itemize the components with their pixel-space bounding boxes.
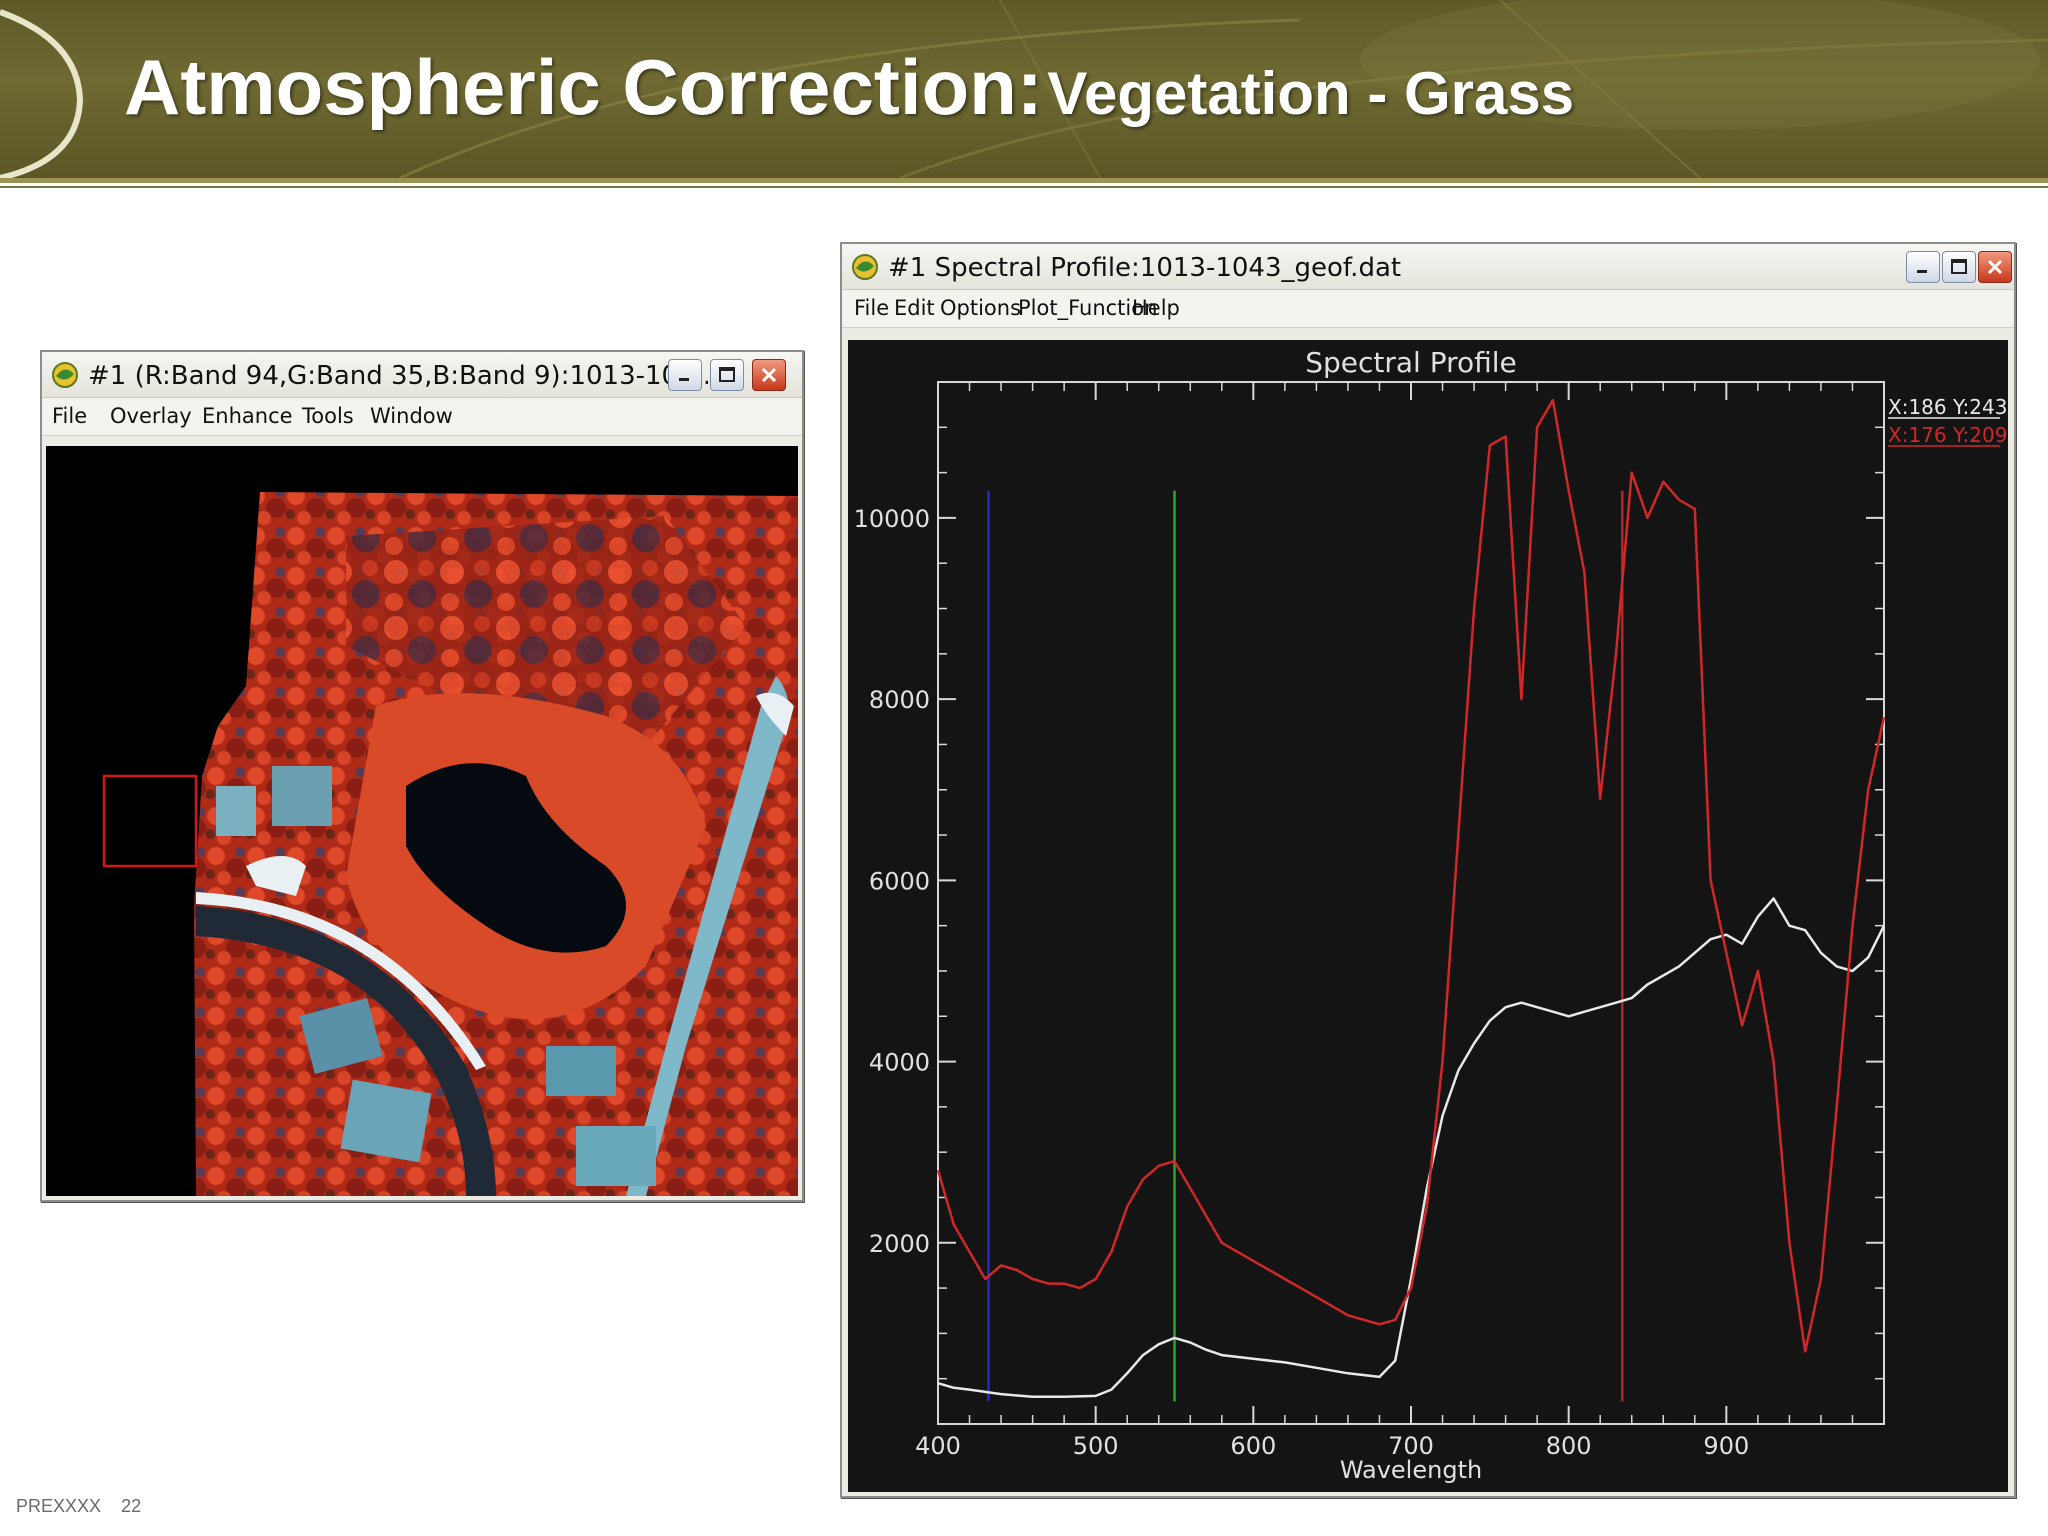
x-axis-label: Wavelength [1340, 1456, 1482, 1484]
menu-options[interactable]: Options [940, 296, 1022, 320]
slide-footer: PREXXXX 22 [16, 1496, 141, 1517]
close-icon [761, 367, 777, 383]
y-tick-label-6000: 6000 [869, 867, 930, 895]
close-button[interactable] [1978, 251, 2012, 283]
close-button[interactable] [752, 359, 786, 391]
maximize-button[interactable] [1942, 251, 1976, 283]
window-title: #1 Spectral Profile:1013-1043_geof.dat [888, 253, 1402, 283]
y-tick-label-8000: 8000 [869, 686, 930, 714]
window-title: #1 (R:Band 94,G:Band 35,B:Band 9):1013-1… [88, 361, 708, 391]
y-tick-label-10000: 10000 [854, 505, 930, 533]
slide-header: Atmospheric Correction: Vegetation - Gra… [0, 0, 2048, 178]
false-color-image [46, 446, 798, 1196]
x-tick-label-900: 900 [1703, 1432, 1749, 1460]
minimize-icon [679, 378, 689, 381]
image-display-window[interactable]: #1 (R:Band 94,G:Band 35,B:Band 9):1013-1… [40, 350, 804, 1202]
x-tick-label-800: 800 [1546, 1432, 1592, 1460]
x-tick-label-700: 700 [1388, 1432, 1434, 1460]
app-icon [52, 362, 78, 388]
roi-selection-box[interactable] [102, 774, 198, 868]
minimize-icon [1917, 270, 1927, 273]
menu-overlay[interactable]: Overlay [110, 404, 192, 428]
menu-file[interactable]: File [52, 404, 88, 428]
series-line-1 [936, 398, 1886, 1353]
minimize-button[interactable] [668, 359, 702, 391]
menu-edit[interactable]: Edit [894, 296, 935, 320]
legend-entry-1: X:176 Y:209 [1888, 423, 2007, 447]
header-decoration [0, 0, 2048, 178]
plot-frame [937, 381, 1885, 1425]
maximize-button[interactable] [710, 359, 744, 391]
footer-page-number: 22 [121, 1496, 142, 1516]
maximize-icon [1951, 259, 1967, 274]
menu-bar: File Edit Options Plot_Function Help [842, 290, 2014, 328]
chart-title: Spectral Profile [1305, 346, 1517, 379]
image-canvas[interactable] [46, 446, 798, 1196]
app-icon [852, 254, 878, 280]
footer-code: PREXXXX [16, 1496, 102, 1516]
y-tick-label-2000: 2000 [869, 1230, 930, 1258]
header-divider-thin [0, 186, 2048, 188]
slide-title: Atmospheric Correction: Vegetation - Gra… [124, 42, 1574, 133]
plot-canvas[interactable]: Spectral Profile 400 500 600 700 800 900 2000 40… [848, 340, 2008, 1492]
menu-file[interactable]: File [854, 296, 890, 320]
slide-title-main: Atmospheric Correction: [124, 43, 1043, 131]
header-divider [0, 178, 2048, 183]
y-tick-label-4000: 4000 [869, 1049, 930, 1077]
x-tick-label-600: 600 [1230, 1432, 1276, 1460]
menu-window[interactable]: Window [370, 404, 453, 428]
menu-enhance[interactable]: Enhance [202, 404, 293, 428]
menu-bar: File Overlay Enhance Tools Window [42, 398, 802, 436]
title-bar[interactable]: #1 (R:Band 94,G:Band 35,B:Band 9):1013-1… [42, 352, 802, 398]
minimize-button[interactable] [1906, 251, 1940, 283]
menu-tools[interactable]: Tools [302, 404, 354, 428]
maximize-icon [719, 367, 735, 382]
slide-title-sub: Vegetation - Grass [1047, 60, 1575, 127]
x-tick-label-400: 400 [915, 1432, 961, 1460]
title-bar[interactable]: #1 Spectral Profile:1013-1043_geof.dat [842, 244, 2014, 290]
series-line-0 [937, 897, 1886, 1399]
menu-plot-function[interactable]: Plot_Function [1018, 296, 1158, 320]
menu-help[interactable]: Help [1132, 296, 1180, 320]
spectral-profile-window[interactable]: #1 Spectral Profile:1013-1043_geof.dat F… [840, 242, 2016, 1498]
x-tick-label-500: 500 [1073, 1432, 1119, 1460]
legend-entry-0: X:186 Y:243 [1888, 395, 2007, 419]
close-icon [1987, 259, 2003, 275]
spectral-profile-chart[interactable]: Spectral Profile 400 500 600 700 800 900 2000 40… [848, 340, 2008, 1492]
